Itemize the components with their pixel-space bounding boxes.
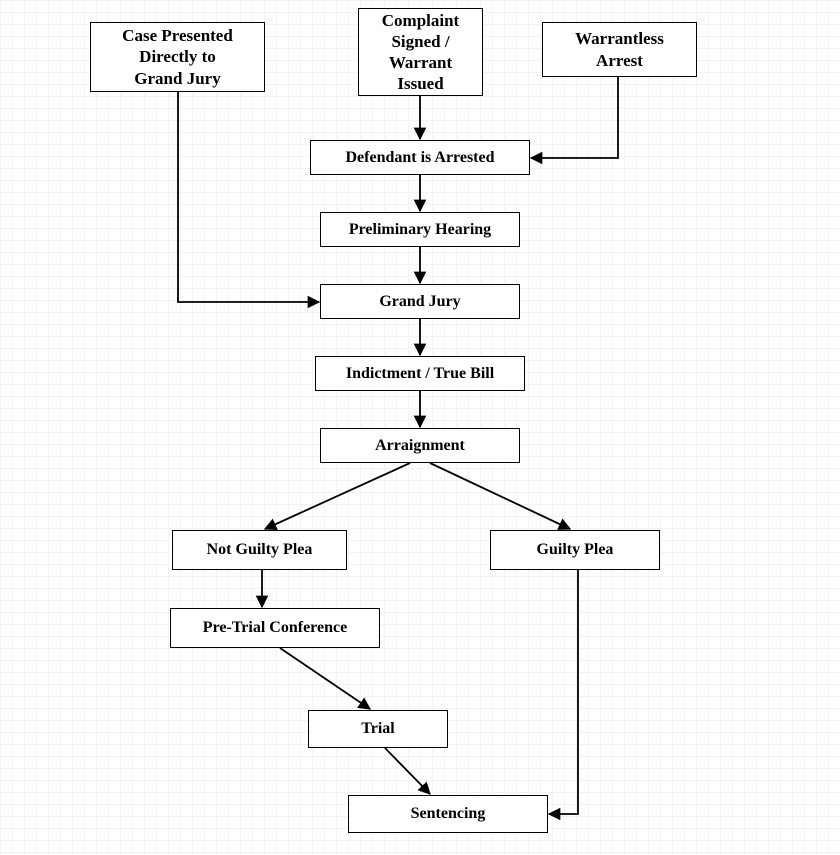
flow-node-label: Grand Jury [379, 292, 460, 312]
flow-node-prelim: Preliminary Hearing [320, 212, 520, 247]
flow-edge-case_presented-grandjury [178, 92, 319, 302]
flow-node-label: Warrantless Arrest [575, 28, 664, 71]
flow-node-label: Preliminary Hearing [349, 220, 491, 240]
flow-node-case_presented: Case Presented Directly to Grand Jury [90, 22, 265, 92]
flow-edge-arraignment-notguilty [265, 463, 410, 529]
flow-node-indictment: Indictment / True Bill [315, 356, 525, 391]
flow-edge-guilty-sentencing [549, 570, 578, 814]
flow-node-label: Indictment / True Bill [346, 364, 494, 384]
flow-edge-trial-sentencing [385, 748, 430, 794]
flowchart-canvas: Case Presented Directly to Grand Jury Com… [0, 0, 840, 855]
flow-node-label: Case Presented Directly to Grand Jury [122, 25, 233, 89]
flow-node-label: Trial [361, 719, 394, 739]
flow-node-label: Defendant is Arrested [345, 148, 494, 168]
flow-node-sentencing: Sentencing [348, 795, 548, 833]
flow-node-grandjury: Grand Jury [320, 284, 520, 319]
flow-node-complaint: Complaint Signed / Warrant Issued [358, 8, 483, 96]
flow-node-trial: Trial [308, 710, 448, 748]
flow-edge-warrantless-arrested [531, 77, 618, 158]
flow-node-arrested: Defendant is Arrested [310, 140, 530, 175]
flow-node-notguilty: Not Guilty Plea [172, 530, 347, 570]
flow-node-label: Guilty Plea [537, 540, 614, 560]
flow-edge-pretrial-trial [280, 648, 370, 709]
flow-node-guilty: Guilty Plea [490, 530, 660, 570]
flow-node-label: Complaint Signed / Warrant Issued [382, 10, 459, 95]
flow-edge-arraignment-guilty [430, 463, 570, 529]
flow-node-pretrial: Pre-Trial Conference [170, 608, 380, 648]
flow-node-arraignment: Arraignment [320, 428, 520, 463]
flow-node-label: Pre-Trial Conference [203, 618, 347, 638]
flow-node-label: Not Guilty Plea [207, 540, 313, 560]
flow-node-label: Sentencing [411, 804, 486, 824]
flow-node-warrantless: Warrantless Arrest [542, 22, 697, 77]
flow-node-label: Arraignment [375, 436, 465, 456]
